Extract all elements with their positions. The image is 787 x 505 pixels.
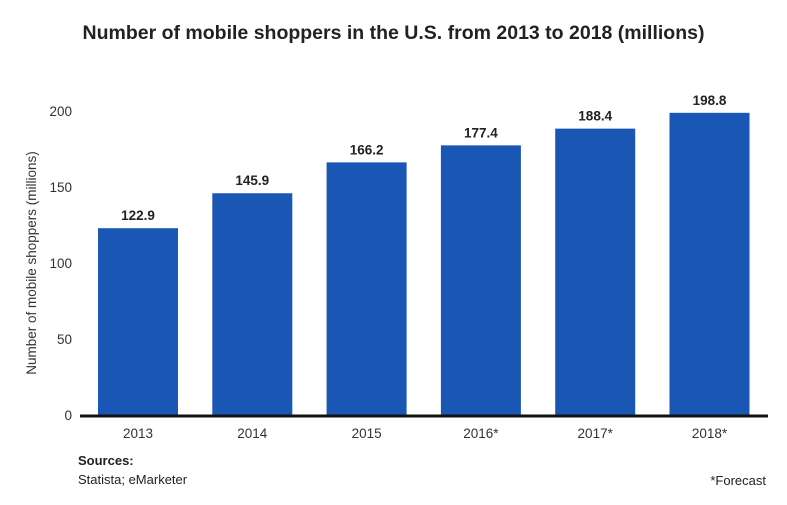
y-tick-label: 150 [49, 180, 72, 195]
sources-text: Statista; eMarketer [78, 472, 188, 487]
y-tick-label: 100 [49, 256, 72, 271]
y-tick-label: 0 [64, 408, 72, 423]
y-tick-label: 50 [57, 332, 72, 347]
y-axis-label: Number of mobile shoppers (millions) [24, 151, 39, 375]
data-label: 166.2 [350, 142, 384, 157]
sources-heading: Sources: [78, 453, 134, 468]
bar-2014 [212, 193, 293, 415]
x-tick-label: 2016* [463, 426, 499, 441]
data-label: 145.9 [235, 173, 269, 188]
bar-2017 [555, 128, 636, 415]
bar-2015 [326, 162, 407, 415]
chart-title: Number of mobile shoppers in the U.S. fr… [82, 22, 705, 44]
bar-2018 [669, 112, 750, 415]
x-tick-label: 2017* [578, 426, 614, 441]
x-tick-label: 2014 [237, 426, 268, 441]
x-tick-label: 2015 [352, 426, 382, 441]
data-label: 188.4 [578, 109, 612, 124]
forecast-note: *Forecast [710, 473, 766, 488]
y-tick-label: 200 [49, 104, 72, 119]
bar-2013 [98, 228, 178, 415]
bar-2016 [440, 145, 521, 416]
x-tick-label: 2013 [123, 426, 153, 441]
data-label: 122.9 [121, 208, 155, 223]
data-label: 198.8 [693, 93, 727, 108]
x-tick-label: 2018* [692, 426, 728, 441]
data-label: 177.4 [464, 125, 498, 140]
